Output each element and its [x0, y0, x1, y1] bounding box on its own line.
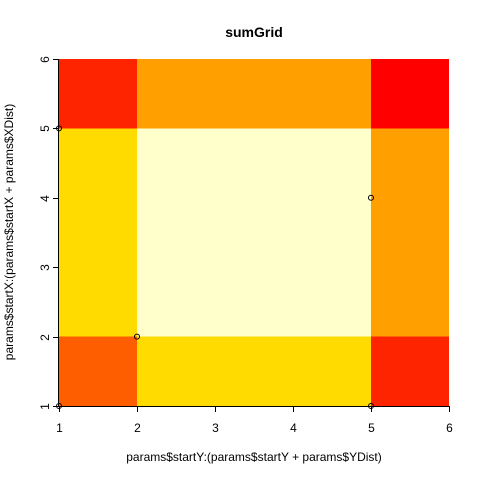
y-tick-label-3: 4: [38, 195, 52, 202]
heatmap-cell-1-0: [59, 128, 137, 337]
y-tick-label-2: 3: [38, 264, 52, 271]
x-tick-label-1: 2: [134, 421, 141, 435]
heatmap-cell-1-2: [371, 128, 449, 337]
heatmap-cell-2-1: [137, 59, 371, 129]
heatmap-cell-2-0: [59, 59, 137, 129]
chart-title: sumGrid: [225, 24, 283, 40]
x-tick-label-3: 4: [290, 421, 297, 435]
data-point-4: [368, 194, 374, 201]
heatmap-cell-1-1: [137, 128, 371, 337]
x-tick-label-0: 1: [56, 421, 63, 435]
heatmap-cells: [59, 59, 449, 406]
heatmap-cell-0-2: [371, 336, 449, 406]
y-tick-label-5: 6: [38, 56, 52, 63]
y-axis: 1 2 3 4 5 6: [38, 56, 59, 410]
x-axis-label: params$startY:(params$startY + params$YD…: [126, 450, 382, 464]
y-tick-label-0: 1: [38, 403, 52, 410]
heatmap-cell-2-2: [371, 59, 449, 129]
y-axis-label: params$startX:(params$startX + params$XD…: [2, 104, 16, 360]
data-point-2: [134, 333, 140, 340]
heatmap-cell-0-1: [137, 336, 371, 406]
x-tick-label-2: 3: [212, 421, 219, 435]
x-axis: 1 2 3 4 5 6: [56, 406, 453, 435]
heatmap-cell-0-0: [59, 336, 137, 406]
x-tick-label-4: 5: [368, 421, 375, 435]
y-tick-label-1: 2: [38, 334, 52, 341]
x-tick-label-5: 6: [446, 421, 453, 435]
y-tick-label-4: 5: [38, 125, 52, 132]
